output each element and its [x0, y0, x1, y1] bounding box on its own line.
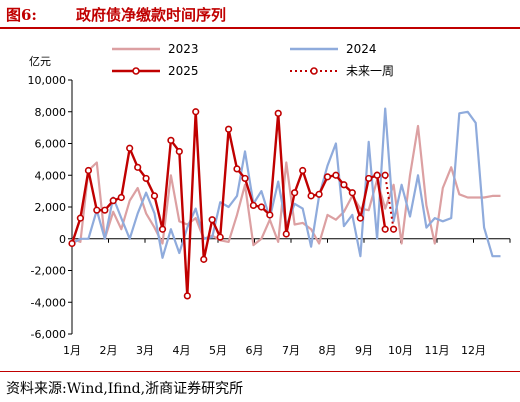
x-tick-label: 12月 [461, 344, 486, 357]
legend: 2023 2024 2025 未来一周 [112, 42, 394, 78]
data-point-2025 [241, 174, 249, 183]
data-point-2025 [323, 173, 332, 181]
x-tick-label: 8月 [319, 344, 337, 357]
x-tick-label: 4月 [173, 344, 191, 357]
data-point-2025 [109, 197, 117, 205]
series-line-2025 [70, 110, 387, 298]
x-tick-label: 2月 [100, 344, 118, 357]
data-point-2025 [142, 174, 150, 183]
data-point-未来一周 [373, 171, 381, 179]
y-tick-label: 0 [59, 233, 66, 246]
data-point-2025 [291, 189, 299, 197]
x-tick-label: 5月 [209, 344, 227, 357]
series-layer [68, 107, 501, 300]
data-point-2025 [183, 292, 191, 300]
data-point-2025 [208, 216, 216, 224]
data-point-2025 [192, 108, 200, 116]
x-tick-label: 7月 [282, 344, 300, 357]
line-chart: -6,000 -4,000 -2,000 0 2,000 4,000 6,000 8,000 1… [28, 42, 511, 357]
y-tick-label: 2,000 [35, 201, 67, 214]
y-tick-label: 6,000 [35, 138, 67, 151]
data-point-2025 [340, 181, 348, 189]
data-point-2025 [381, 225, 389, 233]
y-tick-label: 10,000 [28, 74, 67, 87]
data-point-2025 [84, 166, 93, 175]
y-tick-label: -6,000 [31, 328, 66, 341]
data-point-2025 [76, 214, 84, 222]
data-point-2025 [158, 225, 167, 233]
data-point-2025 [315, 190, 323, 198]
series-line-2023 [71, 124, 501, 247]
data-point-2025 [356, 214, 364, 222]
data-point-2025 [216, 233, 224, 241]
x-tick-label: 3月 [136, 344, 154, 357]
y-tick-label: 8,000 [35, 106, 67, 119]
legend-label-未来一周: 未来一周 [346, 64, 394, 78]
x-tick-label: 10月 [388, 344, 413, 357]
data-point-2025 [126, 144, 134, 152]
figure-label: 图6: [6, 6, 37, 24]
data-point-2025 [101, 206, 109, 214]
figure-header: 图6: 政府债净缴款时间序列 [0, 0, 520, 27]
x-tick-label: 6月 [246, 344, 264, 357]
x-tick-label: 9月 [355, 344, 373, 357]
data-point-2025 [134, 163, 142, 171]
y-tick-label: 4,000 [35, 169, 67, 182]
x-tick-label: 11月 [425, 344, 450, 357]
data-point-2025 [282, 230, 290, 238]
legend-label-2025: 2025 [168, 64, 199, 78]
data-point-2025 [257, 203, 266, 211]
data-point-2025 [299, 166, 307, 175]
data-point-2025 [233, 165, 241, 173]
source-note: 资料来源:Wind,Ifind,浙商证券研究所 [6, 381, 244, 397]
header-divider [0, 27, 520, 29]
y-tick-label: -4,000 [31, 296, 66, 309]
data-point-2025 [93, 206, 101, 214]
data-point-2025 [274, 109, 282, 117]
data-point-2025 [117, 193, 125, 202]
footer-divider [0, 371, 520, 372]
data-point-2025 [332, 171, 340, 179]
legend-marker-2025 [132, 67, 140, 75]
data-point-2025 [365, 174, 373, 183]
data-point-2025 [224, 125, 233, 133]
axes-layer: -6,000 -4,000 -2,000 0 2,000 4,000 6,000 8,000 1… [28, 74, 511, 357]
data-point-2025 [175, 147, 183, 156]
x-tick-label: 1月 [63, 344, 81, 357]
data-point-2025 [266, 211, 274, 219]
y-tick-label: -2,000 [31, 265, 66, 278]
data-point-未来一周 [381, 171, 389, 179]
legend-marker-未来一周 [310, 67, 318, 75]
data-point-2025 [167, 136, 175, 144]
figure-title: 政府债净缴款时间序列 [76, 6, 227, 24]
data-point-2025 [200, 255, 208, 263]
data-point-2025 [348, 189, 356, 197]
y-axis-label: 亿元 [29, 55, 51, 68]
data-point-未来一周 [389, 225, 398, 233]
legend-label-2024: 2024 [346, 42, 377, 56]
data-point-2025 [307, 192, 315, 200]
legend-label-2023: 2023 [168, 42, 199, 56]
data-point-2025 [150, 192, 159, 200]
data-point-2025 [249, 201, 258, 210]
data-point-2025 [68, 239, 76, 248]
